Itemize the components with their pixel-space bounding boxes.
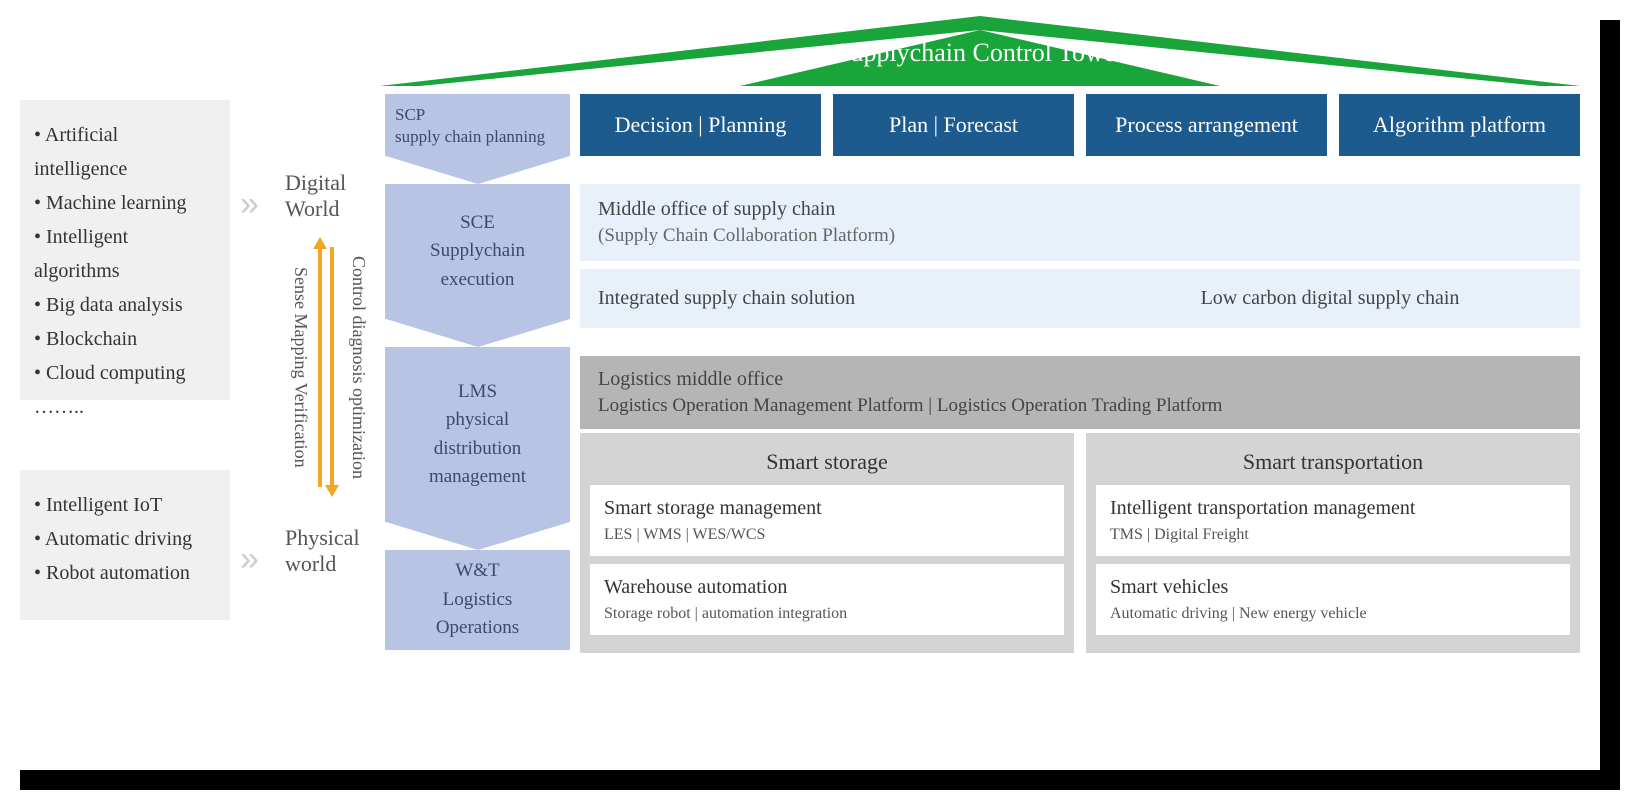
control-tower-roof: Supplychain Control Tower bbox=[380, 16, 1580, 86]
stage-wt: W&T Logistics Operations bbox=[385, 550, 570, 650]
bidirectional-arrows: Sense Mapping Verification Control diagn… bbox=[290, 235, 370, 500]
tech-item: • Artificial intelligence bbox=[34, 118, 216, 186]
warehouse-auto-card: Warehouse automation Storage robot | aut… bbox=[590, 564, 1064, 635]
tech-item: • Blockchain bbox=[34, 322, 216, 356]
stage-column: SCP supply chain planning SCE Supplychai… bbox=[385, 94, 570, 650]
stage-text: distribution bbox=[391, 435, 564, 464]
smart-storage-title: Smart storage bbox=[590, 443, 1064, 485]
tech-item: • Cloud computing bbox=[34, 356, 216, 390]
stage-text: supply chain planning bbox=[395, 126, 564, 148]
storage-mgmt-card: Smart storage management LES | WMS | WES… bbox=[590, 485, 1064, 556]
smart-row: Smart storage Smart storage management L… bbox=[580, 433, 1580, 653]
stage-code: LMS bbox=[391, 378, 564, 407]
sce-middle-office: Middle office of supply chain (Supply Ch… bbox=[580, 184, 1580, 261]
stage-text: Supplychain bbox=[391, 237, 564, 266]
tech-item: • Automatic driving bbox=[34, 522, 216, 556]
content-column: Decision | PlanningPlan | ForecastProces… bbox=[580, 94, 1580, 653]
arrow-label-control: Control diagnosis optimization bbox=[348, 235, 369, 500]
transport-mgmt-card: Intelligent transportation management TM… bbox=[1096, 485, 1570, 556]
card-title: Smart storage management bbox=[604, 497, 1050, 520]
mo-subtitle: (Supply Chain Collaboration Platform) bbox=[598, 225, 1562, 247]
roof-title: Supplychain Control Tower bbox=[380, 38, 1580, 68]
card-title: Warehouse automation bbox=[604, 576, 1050, 599]
stage-text: Operations bbox=[391, 614, 564, 643]
stage-scp: SCP supply chain planning bbox=[385, 94, 570, 156]
log-title: Logistics middle office bbox=[598, 368, 1562, 391]
label-digital-world: Digital World bbox=[285, 170, 365, 222]
stage-text: execution bbox=[391, 266, 564, 295]
stage-code: SCE bbox=[391, 209, 564, 238]
stage-lms: LMS physical distribution management bbox=[385, 347, 570, 522]
scp-pills-row: Decision | PlanningPlan | ForecastProces… bbox=[580, 94, 1580, 156]
smart-storage-box: Smart storage Smart storage management L… bbox=[580, 433, 1074, 653]
scp-pill: Decision | Planning bbox=[580, 94, 821, 156]
stage-text: physical bbox=[391, 406, 564, 435]
tech-item: • Intelligent algorithms bbox=[34, 220, 216, 288]
card-sub: LES | WMS | WES/WCS bbox=[604, 526, 1050, 544]
tech-item: • Big data analysis bbox=[34, 288, 216, 322]
stage-text: Logistics bbox=[391, 586, 564, 615]
chevron-right-icon: » bbox=[240, 540, 253, 579]
tech-item: • Robot automation bbox=[34, 556, 216, 590]
tech-item: • Machine learning bbox=[34, 186, 216, 220]
tech-item: • Intelligent IoT bbox=[34, 488, 216, 522]
chevron-right-icon: » bbox=[240, 185, 253, 224]
label-physical-world: Physical world bbox=[285, 525, 375, 577]
stage-code: SCP bbox=[395, 104, 564, 126]
smart-transport-box: Smart transportation Intelligent transpo… bbox=[1086, 433, 1580, 653]
scp-pill: Algorithm platform bbox=[1339, 94, 1580, 156]
mo-title: Middle office of supply chain bbox=[598, 198, 1562, 221]
card-sub: TMS | Digital Freight bbox=[1110, 526, 1556, 544]
low-carbon-solution: Low carbon digital supply chain bbox=[1080, 269, 1580, 328]
sce-solutions-row: Integrated supply chain solution Low car… bbox=[580, 269, 1580, 328]
scp-pill: Plan | Forecast bbox=[833, 94, 1074, 156]
stage-text: management bbox=[391, 463, 564, 492]
stage-sce: SCE Supplychain execution bbox=[385, 184, 570, 319]
arrow-down-icon bbox=[330, 247, 334, 487]
arrow-up-icon bbox=[318, 247, 322, 487]
logistics-header: Logistics middle office Logistics Operat… bbox=[580, 356, 1580, 429]
log-subtitle: Logistics Operation Management Platform … bbox=[598, 395, 1562, 417]
tech-list-digital: • Artificial intelligence• Machine learn… bbox=[20, 100, 230, 400]
integrated-solution: Integrated supply chain solution bbox=[580, 269, 1080, 328]
card-title: Smart vehicles bbox=[1110, 576, 1556, 599]
smart-vehicles-card: Smart vehicles Automatic driving | New e… bbox=[1096, 564, 1570, 635]
diagram-frame: • Artificial intelligence• Machine learn… bbox=[0, 0, 1600, 770]
scp-pill: Process arrangement bbox=[1086, 94, 1327, 156]
stage-code: W&T bbox=[391, 557, 564, 586]
tech-list-physical: • Intelligent IoT• Automatic driving• Ro… bbox=[20, 470, 230, 620]
card-sub: Automatic driving | New energy vehicle bbox=[1110, 605, 1556, 623]
smart-transport-title: Smart transportation bbox=[1096, 443, 1570, 485]
tech-item: …….. bbox=[34, 390, 216, 424]
arrow-label-sense: Sense Mapping Verification bbox=[290, 235, 311, 500]
card-sub: Storage robot | automation integration bbox=[604, 605, 1050, 623]
card-title: Intelligent transportation management bbox=[1110, 497, 1556, 520]
